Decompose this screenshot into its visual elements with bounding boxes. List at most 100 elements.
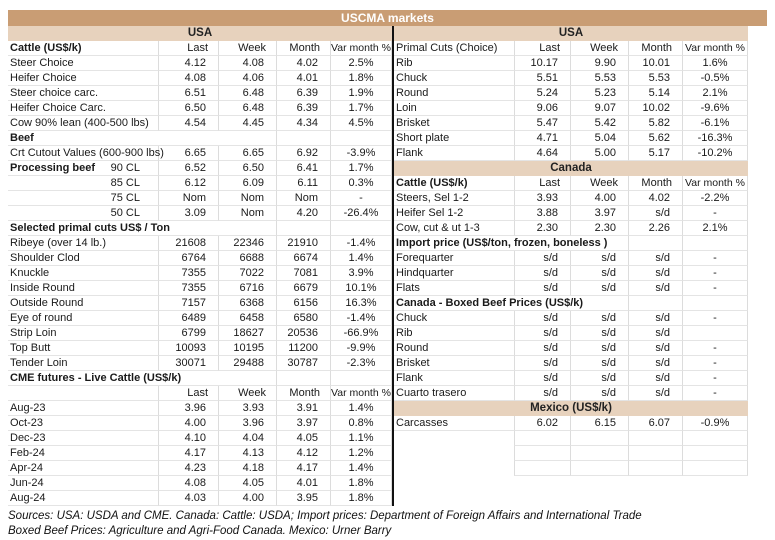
table-row: Rib 10.17 9.90 10.01 1.6% <box>394 56 748 71</box>
cell-week: 6.48 <box>218 101 276 116</box>
cell-var-month: - <box>682 206 748 221</box>
row-label-cell: Brisket <box>394 116 514 131</box>
table-row: Top Butt 10093 10195 11200 -9.9% <box>8 341 392 356</box>
row-label-cell: Eye of round <box>8 311 158 326</box>
cell-last: 5.47 <box>514 116 570 131</box>
cell-week: s/d <box>570 371 628 386</box>
cell-last: 4.08 <box>158 476 218 491</box>
cell-week: 9.90 <box>570 56 628 71</box>
cell-last: s/d <box>514 371 570 386</box>
cell-last: s/d <box>514 251 570 266</box>
cell-last: s/d <box>514 281 570 296</box>
cell-last: 5.51 <box>514 71 570 86</box>
row-label-cell: Round <box>394 86 514 101</box>
row-label-cell <box>8 386 158 401</box>
row-label: Ribeye (over 14 lb.) <box>10 237 106 249</box>
table-row: Selected primal cuts US$ / Ton <box>8 221 392 236</box>
cell-var-month: - <box>682 356 748 371</box>
cell-week: Nom <box>218 206 276 221</box>
row-label-cell: Hindquarter <box>394 266 514 281</box>
cell-var-month: Var month % <box>330 386 392 401</box>
row-label-cell: Aug-24 <box>8 491 158 506</box>
cell-last: 6.12 <box>158 176 218 191</box>
cell-var-month: 1.2% <box>330 446 392 461</box>
cell-month: s/d <box>628 206 682 221</box>
cell-var-month: - <box>682 311 748 326</box>
row-label: Flank <box>396 372 423 384</box>
cell-month: 4.02 <box>276 56 330 71</box>
cell-var-month: 1.4% <box>330 461 392 476</box>
section-band: Canada <box>394 161 748 176</box>
row-sublabel: 75 CL <box>110 192 140 204</box>
cell-week: Week <box>570 176 628 191</box>
cell-week: 6688 <box>218 251 276 266</box>
row-label: Outside Round <box>10 297 84 309</box>
table-row: Flats s/d s/d s/d - <box>394 281 748 296</box>
table-row: Short plate 4.71 5.04 5.62 -16.3% <box>394 131 748 146</box>
row-label-cell: Round <box>394 341 514 356</box>
table-row: Steer choice carc. 6.51 6.48 6.39 1.9% <box>8 86 392 101</box>
cell-var-month: 10.1% <box>330 281 392 296</box>
cell-week: s/d <box>570 386 628 401</box>
cell-week: 6.15 <box>570 416 628 431</box>
row-label: Dec-23 <box>10 432 46 444</box>
cell-week <box>570 446 628 461</box>
cell-week: s/d <box>570 281 628 296</box>
cell-last: Nom <box>158 191 218 206</box>
cell-month: s/d <box>628 311 682 326</box>
cell-var-month: -0.9% <box>682 416 748 431</box>
table-row: Round 5.24 5.23 5.14 2.1% <box>394 86 748 101</box>
row-label-cell: Oct-23 <box>8 416 158 431</box>
cell-week: 4.13 <box>218 446 276 461</box>
row-label: Tender Loin <box>10 357 68 369</box>
row-label: Jun-24 <box>10 477 44 489</box>
row-label: Round <box>396 87 429 99</box>
section-band-label: Canada <box>550 162 592 174</box>
cell-month <box>628 236 682 251</box>
table-row: Cuarto trasero s/d s/d s/d - <box>394 386 748 401</box>
cell-last: 4.03 <box>158 491 218 506</box>
cell-week: 4.45 <box>218 116 276 131</box>
section-band: USA <box>394 26 748 41</box>
cell-last: 4.10 <box>158 431 218 446</box>
cell-week: s/d <box>570 341 628 356</box>
cell-last: s/d <box>514 386 570 401</box>
cell-var-month <box>682 461 748 476</box>
cell-week <box>218 221 276 236</box>
cell-month: 4.34 <box>276 116 330 131</box>
cell-month: s/d <box>628 356 682 371</box>
row-label-cell: Crt Cutout Values (600-900 lbs) <box>8 146 164 161</box>
cell-week: 9.07 <box>570 101 628 116</box>
row-label: Primal Cuts (Choice) <box>396 42 498 54</box>
cell-last: s/d <box>514 356 570 371</box>
row-label-cell: Aug-23 <box>8 401 158 416</box>
cell-last: Last <box>514 176 570 191</box>
row-label-cell: Cattle (US$/k) <box>394 176 514 191</box>
cell-month: Month <box>276 386 330 401</box>
footer: Sources: USA: USDA and CME. Canada: Catt… <box>8 509 767 539</box>
table-row: Round s/d s/d s/d - <box>394 341 748 356</box>
row-label-cell: 75 CL <box>8 191 158 206</box>
row-label: Heifer Choice <box>10 72 77 84</box>
table-row: Heifer Sel 1-2 3.88 3.97 s/d - <box>394 206 748 221</box>
cell-month: 6.39 <box>276 86 330 101</box>
cell-week: 6.48 <box>218 86 276 101</box>
cell-var-month: 1.7% <box>330 161 392 176</box>
row-label-cell: Apr-24 <box>8 461 158 476</box>
table-row: 75 CL Nom Nom Nom - <box>8 191 392 206</box>
cell-week: 2.30 <box>570 221 628 236</box>
cell-month <box>276 371 330 386</box>
table-row: Feb-24 4.17 4.13 4.12 1.2% <box>8 446 392 461</box>
cell-var-month <box>330 221 392 236</box>
title-bar: USCMA markets <box>8 10 767 26</box>
cell-week: 7022 <box>218 266 276 281</box>
row-label-cell: Heifer Choice <box>8 71 158 86</box>
row-label: Cow, cut & ut 1-3 <box>396 222 480 234</box>
cell-month <box>628 431 682 446</box>
table-row: Knuckle 7355 7022 7081 3.9% <box>8 266 392 281</box>
cell-var-month: 2.1% <box>682 221 748 236</box>
cell-var-month: 3.9% <box>330 266 392 281</box>
cell-week: 6458 <box>218 311 276 326</box>
row-label-cell: Flats <box>394 281 514 296</box>
cell-month: s/d <box>628 341 682 356</box>
